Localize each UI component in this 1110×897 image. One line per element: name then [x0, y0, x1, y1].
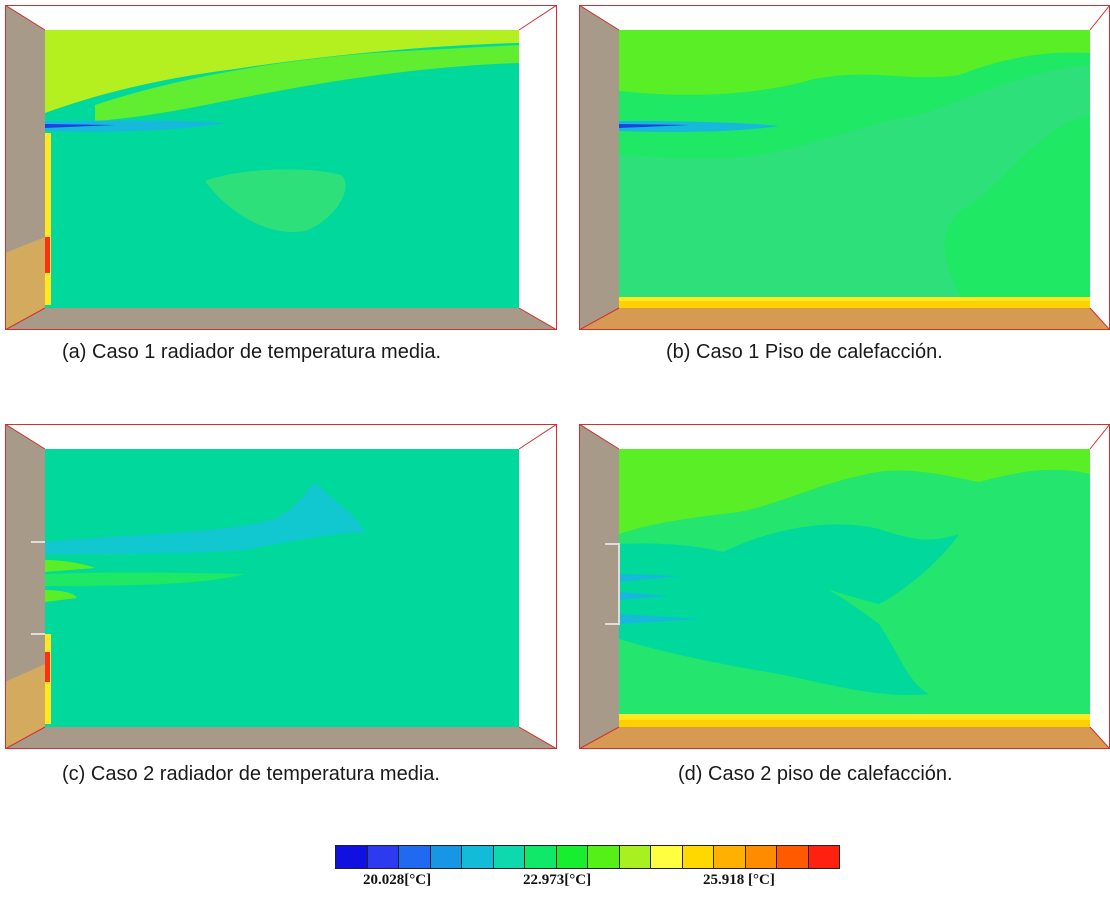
colorbar-swatch [681, 845, 714, 869]
colorbar-swatch [587, 845, 620, 869]
caption-b: (b) Caso 1 Piso de calefacción. [666, 341, 943, 363]
colorbar-swatch [555, 845, 588, 869]
panel-d [579, 424, 1110, 749]
colorbar-swatch [429, 845, 462, 869]
colorbar-swatch [461, 845, 494, 869]
caption-c: (c) Caso 2 radiador de temperatura media… [62, 763, 440, 785]
panel-b [579, 5, 1110, 330]
colorbar-label: 20.028[°C] [363, 872, 432, 888]
colorbar-swatch [618, 845, 651, 869]
colorbar-swatch [713, 845, 746, 869]
colorbar-swatch [807, 845, 840, 869]
colorbar-swatch [650, 845, 683, 869]
colorbar-swatch [335, 845, 368, 869]
panel-c [5, 424, 557, 749]
caption-a: (a) Caso 1 radiador de temperatura media… [62, 341, 442, 363]
colorbar-label: 25.918 [°C] [703, 872, 775, 888]
colorbar-swatch [366, 845, 399, 869]
caption-d: (d) Caso 2 piso de calefacción. [678, 763, 953, 785]
panel-a [5, 5, 557, 330]
colorbar-swatch [398, 845, 431, 869]
colorbar-swatch [492, 845, 525, 869]
colorbar-swatch [524, 845, 557, 869]
colorbar-swatch [776, 845, 809, 869]
colorbar-label: 22.973[°C] [523, 872, 592, 888]
colorbar-swatch [744, 845, 777, 869]
